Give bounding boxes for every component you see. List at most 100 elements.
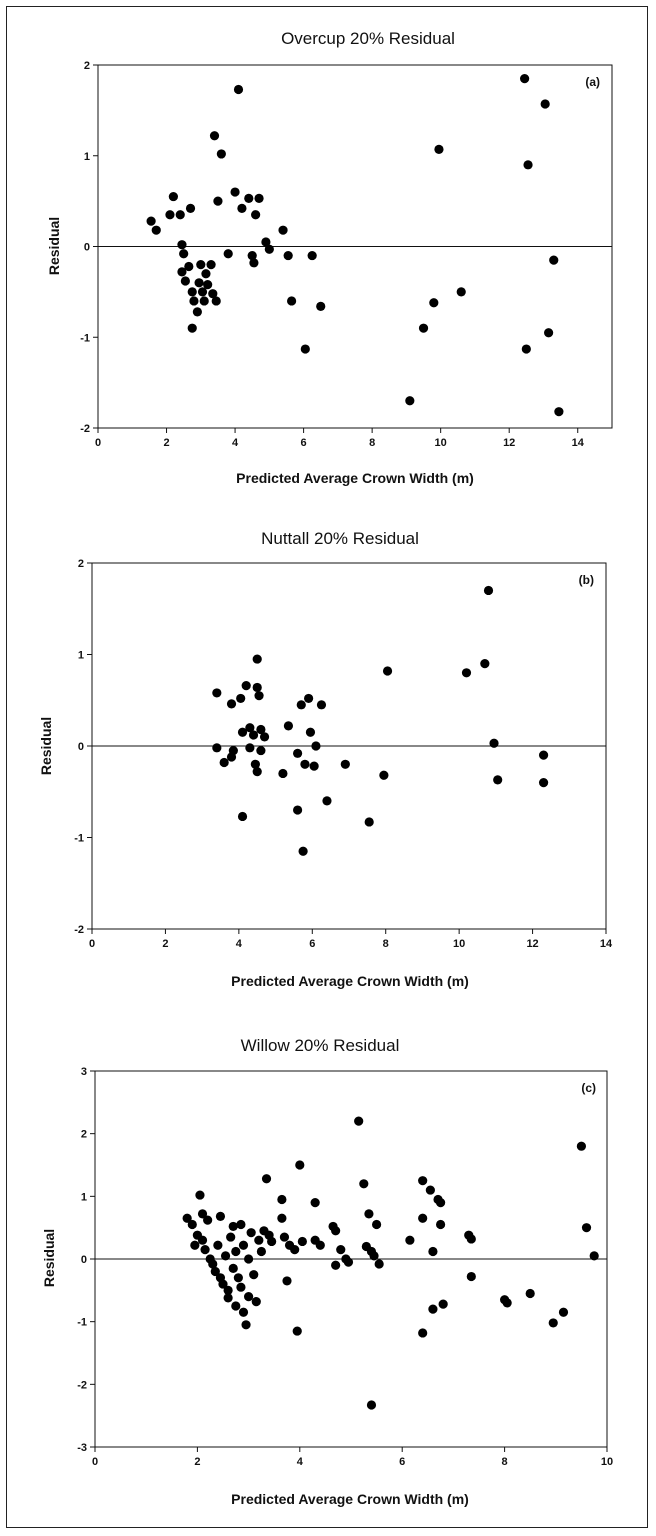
x-tick-label: 0 <box>95 437 101 449</box>
data-point <box>252 767 262 777</box>
data-point <box>223 249 233 259</box>
data-point <box>418 1328 428 1338</box>
x-axis-label: Predicted Average Crown Width (m) <box>236 470 474 486</box>
x-tick-label: 12 <box>503 437 515 449</box>
panel-a: Overcup 20% Residual (a) Predicted Avera… <box>46 29 613 486</box>
data-point <box>184 261 194 272</box>
data-point <box>315 1240 325 1250</box>
data-point <box>293 805 303 815</box>
data-point <box>525 1288 535 1299</box>
panel-label: (c) <box>581 1081 596 1095</box>
data-point <box>245 723 255 733</box>
y-tick-label: -1 <box>80 332 90 344</box>
data-point <box>521 344 531 354</box>
data-point <box>208 1259 218 1269</box>
data-point <box>256 745 266 756</box>
x-tick-label: 10 <box>601 1456 613 1468</box>
data-point <box>340 759 350 769</box>
x-axis-label: Predicted Average Crown Width (m) <box>231 1491 469 1507</box>
data-point <box>230 187 240 197</box>
data-point <box>254 1235 264 1245</box>
data-point <box>436 1198 446 1208</box>
data-point <box>461 668 472 678</box>
data-point <box>246 1228 256 1238</box>
x-tick-label: 8 <box>502 1456 508 1468</box>
panel-c: Willow 20% Residual (c) Predicted Averag… <box>41 1036 613 1507</box>
data-point <box>304 693 314 704</box>
data-point <box>366 1400 377 1410</box>
data-point <box>261 1174 272 1184</box>
data-point <box>354 1116 364 1126</box>
data-point <box>251 210 261 220</box>
data-point <box>548 1318 558 1328</box>
x-tick-label: 8 <box>383 938 389 950</box>
y-tick-label: 1 <box>78 650 84 662</box>
data-point <box>151 225 161 235</box>
data-point <box>296 700 306 710</box>
data-point <box>187 287 197 297</box>
data-point <box>554 407 564 417</box>
data-point <box>165 210 175 220</box>
y-tick-label: -1 <box>74 833 84 845</box>
data-point <box>208 289 218 299</box>
data-point <box>298 846 308 856</box>
data-point <box>200 1245 210 1255</box>
data-point <box>297 1236 307 1247</box>
data-point <box>558 1307 569 1317</box>
y-tick-label: 1 <box>81 1191 87 1203</box>
data-point <box>267 1236 277 1247</box>
x-tick-label: 0 <box>92 1456 98 1468</box>
data-point <box>364 817 374 827</box>
data-point <box>168 191 178 202</box>
data-point <box>483 585 494 596</box>
data-point <box>247 250 257 261</box>
data-point <box>233 84 244 95</box>
data-point <box>189 296 199 306</box>
data-point <box>305 727 316 737</box>
data-point <box>231 1301 241 1311</box>
data-point <box>311 741 321 751</box>
data-point <box>203 280 213 290</box>
data-point <box>212 688 222 698</box>
data-point <box>428 1304 438 1314</box>
data-point <box>300 344 310 354</box>
data-point <box>252 682 262 693</box>
y-tick-label: 2 <box>78 558 84 570</box>
data-point <box>197 1235 208 1245</box>
panel-label: (a) <box>585 75 600 89</box>
data-point <box>307 250 317 261</box>
data-point <box>405 1235 415 1245</box>
data-point <box>180 276 190 286</box>
data-point <box>238 1307 249 1317</box>
data-point <box>549 255 559 265</box>
x-tick-label: 6 <box>309 938 315 950</box>
data-point <box>220 1251 231 1261</box>
data-point <box>493 775 503 785</box>
data-point <box>278 225 288 235</box>
data-point <box>228 745 238 756</box>
data-point <box>185 203 196 213</box>
data-point <box>429 298 439 308</box>
data-point <box>237 811 248 822</box>
data-point <box>309 761 319 771</box>
chart-title: Nuttall 20% Residual <box>261 529 419 548</box>
data-point <box>316 700 327 710</box>
data-point <box>316 301 326 311</box>
data-point <box>187 323 197 333</box>
data-point <box>175 210 185 220</box>
data-point <box>290 1245 300 1255</box>
chart-title: Willow 20% Residual <box>241 1036 400 1055</box>
data-point <box>203 1215 213 1225</box>
x-tick-label: 4 <box>297 1456 304 1468</box>
data-point <box>251 1297 261 1307</box>
x-tick-label: 10 <box>453 938 465 950</box>
data-point <box>540 99 550 109</box>
data-point <box>523 160 533 170</box>
x-tick-label: 14 <box>572 437 585 449</box>
data-point <box>466 1271 476 1282</box>
data-point <box>252 654 262 664</box>
data-point <box>228 1221 238 1232</box>
y-tick-label: 2 <box>81 1129 87 1141</box>
